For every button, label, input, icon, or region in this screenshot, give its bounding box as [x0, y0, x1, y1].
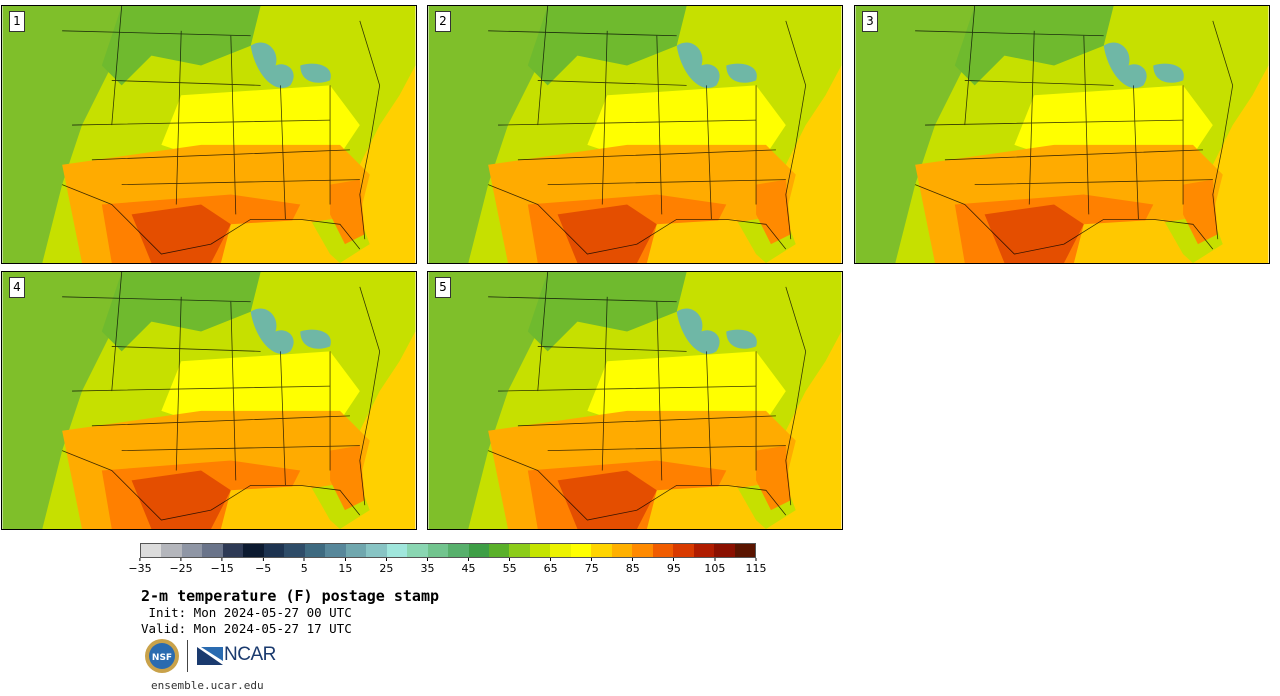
colorbar-tick-label: 5 — [301, 558, 308, 575]
colorbar-swatch — [407, 544, 428, 557]
us-map — [428, 6, 842, 263]
colorbar-swatch — [263, 544, 285, 557]
colorbar-swatch — [304, 544, 326, 557]
colorbar-swatch — [141, 544, 162, 557]
map-panel-3: 3 — [854, 5, 1270, 264]
colorbar-swatch — [222, 544, 244, 557]
chart-title: 2-m temperature (F) postage stamp — [141, 587, 440, 605]
colorbar-tick-label: −35 — [128, 558, 151, 575]
colorbar-swatch — [181, 544, 203, 557]
ncar-mark-icon — [197, 647, 223, 665]
colorbar-tick-label: 65 — [544, 558, 558, 575]
us-map — [855, 6, 1269, 263]
valid-time: Valid: Mon 2024-05-27 17 UTC — [141, 621, 352, 636]
colorbar-swatch — [570, 544, 592, 557]
colorbar-swatch — [366, 544, 387, 557]
colorbar-swatch — [529, 544, 551, 557]
colorbar-swatch — [714, 544, 735, 557]
colorbar-tick-label: 75 — [585, 558, 599, 575]
colorbar-swatch — [591, 544, 612, 557]
colorbar-tick-label: 45 — [462, 558, 476, 575]
colorbar-tick-label: −5 — [255, 558, 271, 575]
panel-number-label: 2 — [435, 11, 451, 32]
colorbar-swatch — [386, 544, 408, 557]
us-map — [428, 272, 842, 529]
colorbar-swatch — [632, 544, 653, 557]
colorbar-swatch — [448, 544, 469, 557]
colorbar-swatch — [325, 544, 346, 557]
colorbar-swatch — [550, 544, 571, 557]
colorbar-tick-label: −15 — [211, 558, 234, 575]
nsf-logo-text: NSF — [152, 653, 172, 663]
nsf-logo: NSF — [144, 638, 180, 674]
panel-number-label: 1 — [9, 11, 25, 32]
panel-number-label: 3 — [862, 11, 878, 32]
colorbar-tick-label: 105 — [704, 558, 725, 575]
colorbar-tick-label: −25 — [169, 558, 192, 575]
colorbar-swatch — [202, 544, 223, 557]
map-panel-2: 2 — [427, 5, 843, 264]
colorbar-swatch — [693, 544, 715, 557]
colorbar-tick-label: 55 — [503, 558, 517, 575]
map-panel-4: 4 — [1, 271, 417, 530]
map-panel-5: 5 — [427, 271, 843, 530]
logo-divider — [187, 640, 188, 672]
colorbar-tick-label: 85 — [626, 558, 640, 575]
website-url: ensemble.ucar.edu — [151, 679, 264, 692]
colorbar-swatch — [611, 544, 633, 557]
panel-number-label: 5 — [435, 277, 451, 298]
colorbar-tick-label: 25 — [379, 558, 393, 575]
colorbar-tick-label: 95 — [667, 558, 681, 575]
colorbar-ticks: −35 −25 −15 −5 5 15 25 35 45 55 65 75 85 95 105 115 — [128, 558, 766, 578]
ncar-logo-text: NCAR — [224, 644, 276, 665]
colorbar-swatch — [509, 544, 530, 557]
colorbar-swatch — [161, 544, 182, 557]
ncar-logo: NCAR — [197, 644, 276, 666]
colorbar-swatch — [468, 544, 489, 557]
colorbar-swatch — [243, 544, 264, 557]
map-panel-1: 1 — [1, 5, 417, 264]
us-map — [2, 272, 416, 529]
init-time: Init: Mon 2024-05-27 00 UTC — [141, 605, 352, 620]
colorbar-tick-label: 35 — [420, 558, 434, 575]
panel-number-label: 4 — [9, 277, 25, 298]
colorbar-tick-label: 115 — [746, 558, 767, 575]
colorbar-swatch — [652, 544, 674, 557]
us-map — [2, 6, 416, 263]
colorbar-tick-label: 15 — [338, 558, 352, 575]
colorbar-swatch — [488, 544, 510, 557]
colorbar-swatch — [284, 544, 305, 557]
colorbar-swatch — [673, 544, 694, 557]
colorbar-swatch — [734, 544, 756, 557]
colorbar-swatch — [427, 544, 449, 557]
colorbar-swatch — [345, 544, 367, 557]
temperature-colorbar — [140, 543, 756, 558]
